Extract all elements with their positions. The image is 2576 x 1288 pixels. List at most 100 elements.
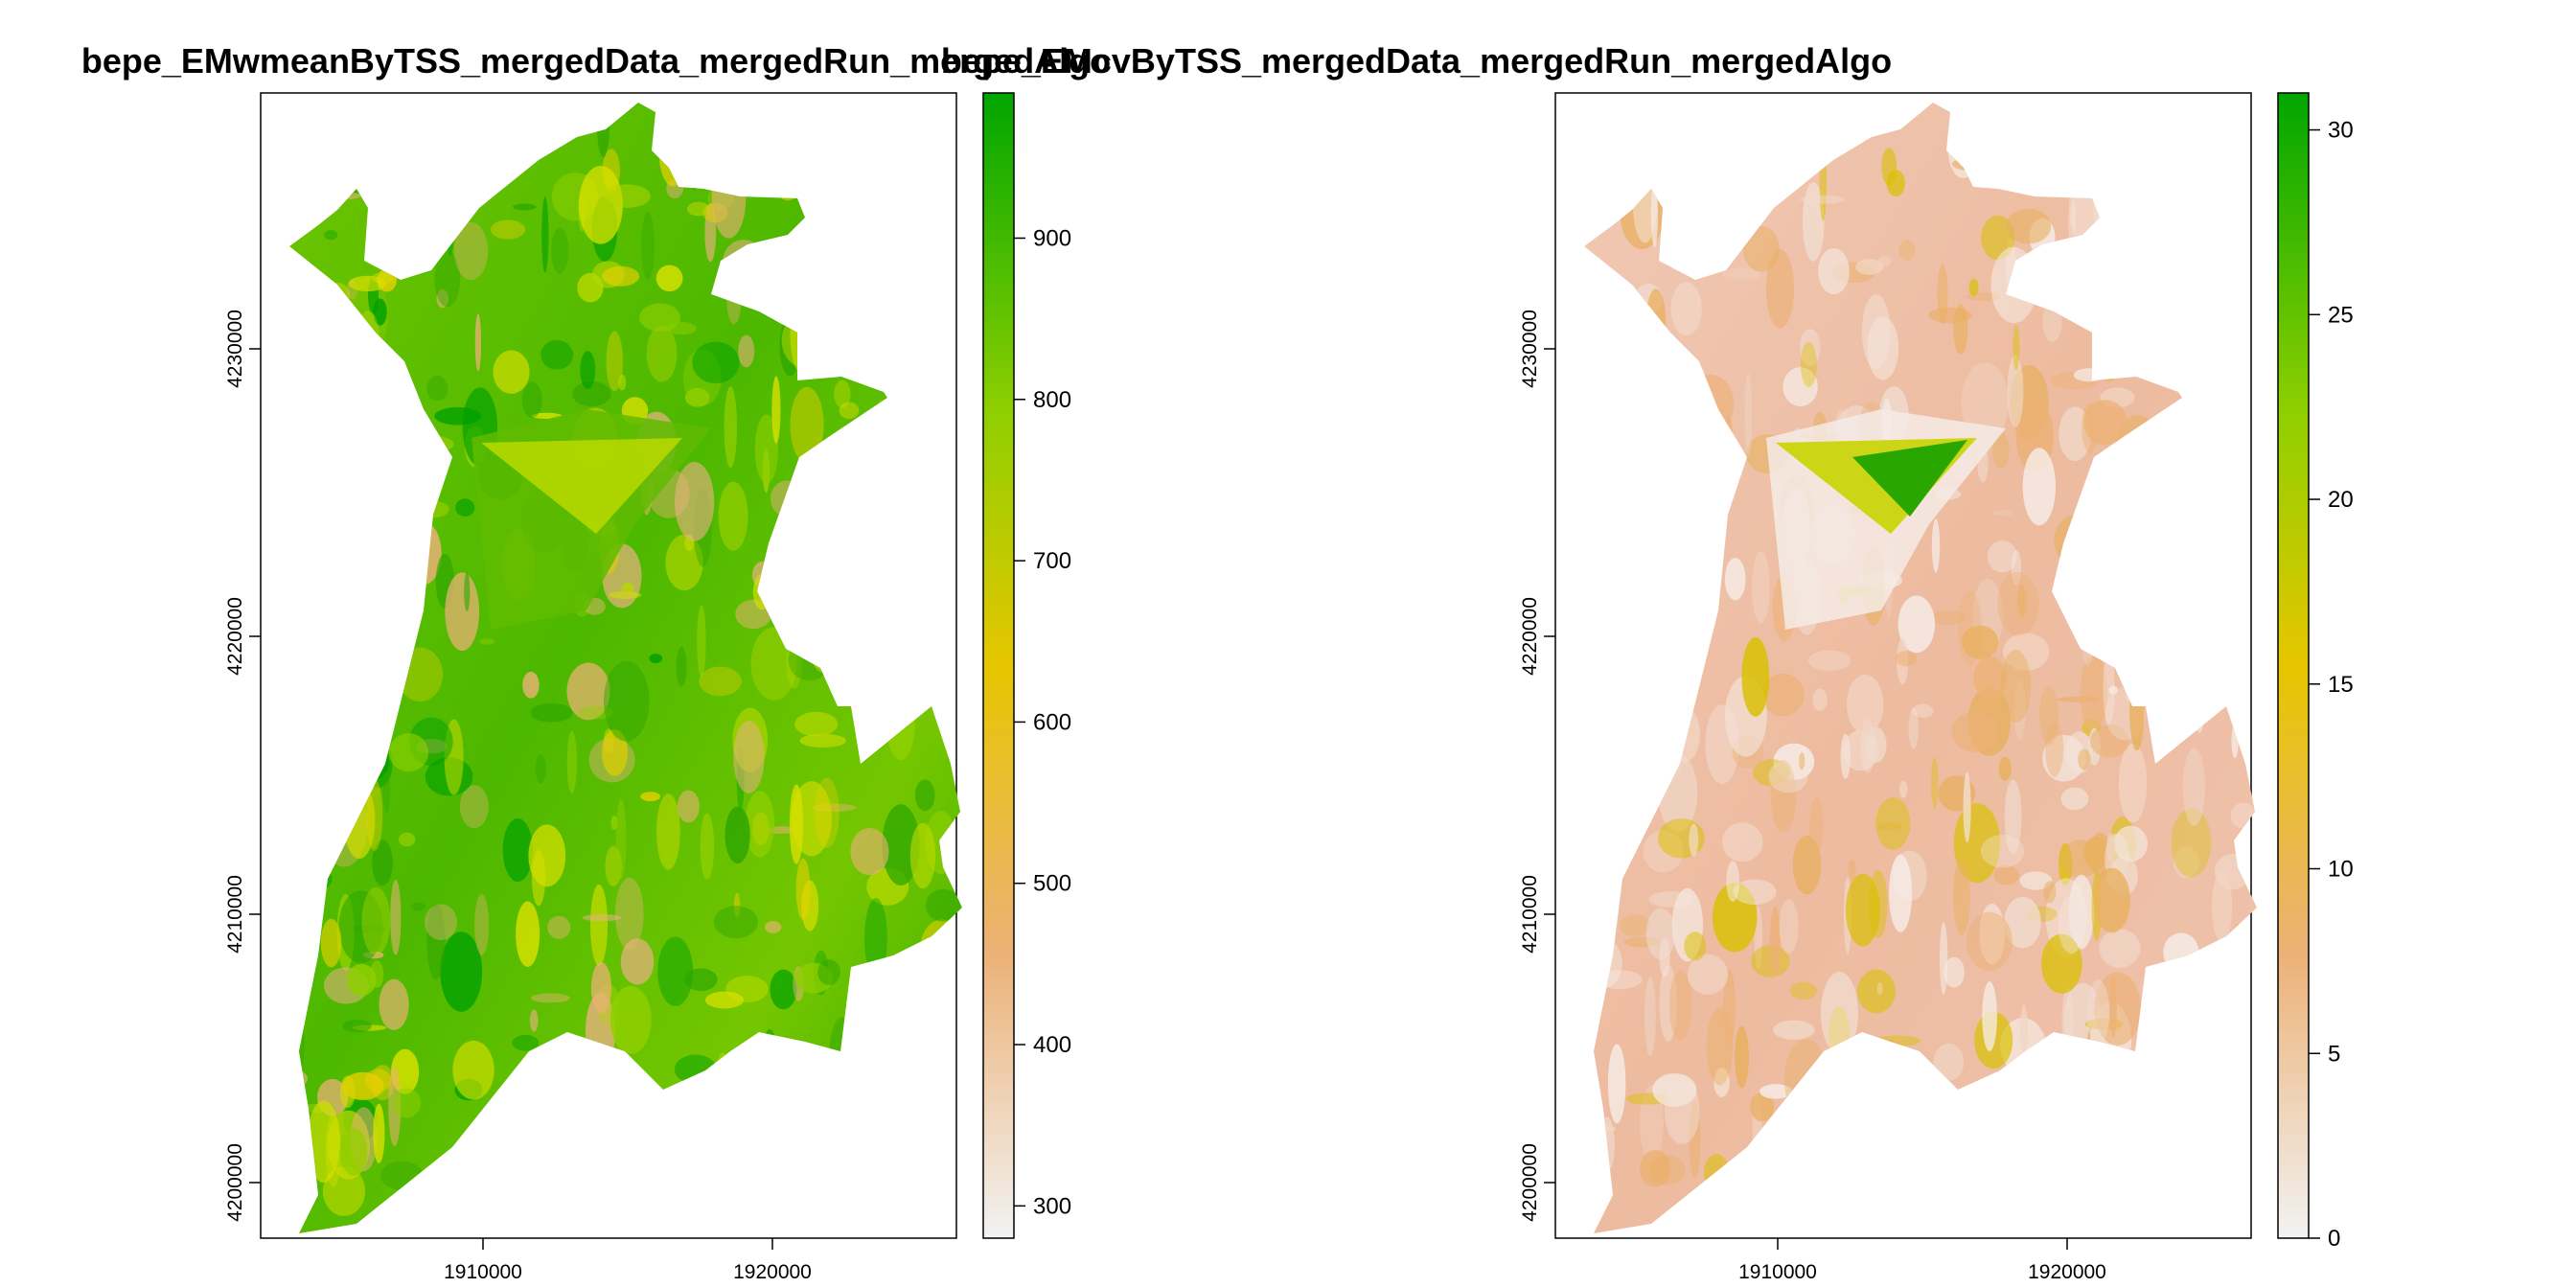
raster-patch xyxy=(2064,1167,2075,1199)
raster-patch xyxy=(368,103,393,147)
raster-patch xyxy=(770,480,804,518)
raster-patch xyxy=(876,215,912,273)
raster-patch xyxy=(2042,1118,2055,1139)
legend-tick-label: 5 xyxy=(2328,1041,2340,1067)
raster-patch xyxy=(735,599,772,630)
raster-patch xyxy=(882,804,920,886)
raster-patch xyxy=(1617,785,1649,844)
raster-patch xyxy=(2091,1186,2104,1225)
y-tick-label: 4230000 xyxy=(224,310,246,388)
raster-patch xyxy=(1898,240,1916,261)
raster-patch xyxy=(435,104,476,163)
basin-feature xyxy=(481,438,682,534)
raster-patch xyxy=(605,184,651,208)
raster-patch xyxy=(794,1096,823,1179)
raster-patch xyxy=(1962,1166,1991,1197)
raster-patch xyxy=(850,827,889,876)
raster-patch xyxy=(2045,721,2064,777)
raster-patch xyxy=(895,424,938,481)
raster-patch xyxy=(2084,546,2100,629)
raster-patch xyxy=(722,1138,735,1199)
raster-patch xyxy=(1980,835,2025,868)
raster-patch xyxy=(1584,254,1613,332)
raster-patch xyxy=(646,325,678,382)
y-tick-label: 4220000 xyxy=(1519,597,1541,676)
x-tick-label: 1910000 xyxy=(1738,1261,1817,1283)
raster-patch xyxy=(1865,726,1887,764)
raster-patch xyxy=(1840,733,1851,779)
raster-patch xyxy=(1724,558,1746,601)
raster-patch xyxy=(1800,341,1817,388)
raster-patch xyxy=(2171,808,2212,878)
raster-patch xyxy=(2100,1075,2113,1152)
raster-patch xyxy=(1649,1155,1686,1185)
raster-patch xyxy=(677,790,700,823)
raster-patch xyxy=(1986,106,2008,156)
raster-patch xyxy=(764,921,782,933)
raster-patch xyxy=(580,351,596,390)
raster-patch xyxy=(1645,908,1676,960)
raster-patch xyxy=(1885,1106,1933,1173)
legend-tick-label: 700 xyxy=(1033,548,1071,574)
raster-patch xyxy=(1933,1043,1965,1081)
raster-patch xyxy=(1584,907,1589,964)
map-panel-right: bepe_EMcvByTSS_mergedData_mergedRun_merg… xyxy=(941,41,2354,1283)
raster-patch xyxy=(446,190,455,257)
raster-patch xyxy=(590,962,611,1014)
raster-patch xyxy=(388,733,429,772)
raster-patch xyxy=(2128,485,2171,543)
raster-patch xyxy=(371,103,413,157)
raster-patch xyxy=(2086,1164,2096,1213)
raster-patch xyxy=(479,638,495,645)
raster-patch xyxy=(2178,552,2206,607)
raster-patch xyxy=(1867,316,1899,380)
raster-patch xyxy=(774,267,785,301)
raster-patch xyxy=(289,772,301,795)
raster-patch xyxy=(2055,1189,2067,1233)
raster-patch xyxy=(715,1052,731,1122)
raster-patch xyxy=(610,815,618,831)
raster-patch xyxy=(528,824,566,887)
legend-tick-label: 600 xyxy=(1033,709,1071,735)
raster-patch xyxy=(1802,182,1825,262)
raster-patch xyxy=(1765,249,1795,329)
raster-patch xyxy=(1878,255,1892,267)
raster-patch xyxy=(1818,1118,1854,1160)
raster-patch xyxy=(1668,350,1681,371)
raster-patch xyxy=(289,1011,306,1077)
raster-patch xyxy=(297,632,337,695)
raster-patch xyxy=(932,1136,959,1187)
y-axis: 4200000 4210000 4220000 4230000 xyxy=(1519,310,1555,1222)
raster-patch xyxy=(414,435,454,452)
raster-patch xyxy=(606,331,624,392)
raster-patch xyxy=(1614,498,1623,572)
raster-patch xyxy=(1881,148,1898,186)
raster-patch xyxy=(320,103,350,171)
raster-patch xyxy=(909,822,936,889)
raster-patch xyxy=(2090,724,2129,758)
raster-patch xyxy=(535,754,546,784)
raster-patch xyxy=(2191,515,2234,550)
raster-patch xyxy=(770,969,797,1010)
raster-patch xyxy=(464,572,471,612)
raster-patch xyxy=(289,989,295,1003)
raster-patch xyxy=(906,536,922,577)
raster-patch xyxy=(1779,899,1799,954)
raster-patch xyxy=(649,654,663,664)
raster-patch xyxy=(1869,1039,1906,1078)
raster-patch xyxy=(618,374,627,391)
raster-patch xyxy=(611,1170,625,1200)
raster-patch xyxy=(351,103,389,163)
raster-patch xyxy=(1966,911,2012,971)
raster-patch xyxy=(2101,175,2144,238)
raster-patch xyxy=(1688,954,1729,995)
raster-patch xyxy=(382,766,391,814)
raster-patch xyxy=(2172,103,2220,150)
raster-patch xyxy=(380,1161,425,1190)
raster-patch xyxy=(1632,167,1657,243)
raster-patch xyxy=(1852,1198,1883,1233)
raster-patch xyxy=(1668,164,1694,202)
raster-patch xyxy=(1649,496,1674,554)
raster-patch xyxy=(582,913,622,922)
raster-patch xyxy=(723,240,765,285)
